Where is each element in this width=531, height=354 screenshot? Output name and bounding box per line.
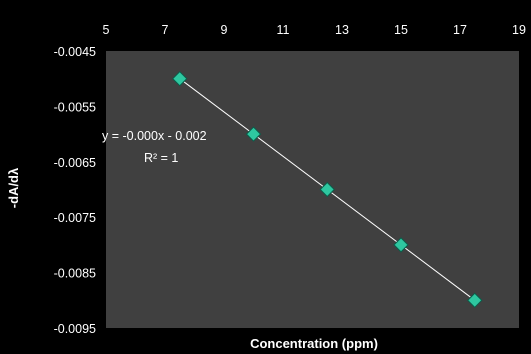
data-point-1	[245, 126, 262, 142]
trendline-equation: y = -0.000x - 0.002	[102, 129, 207, 143]
x-tick-label-0: 5	[103, 23, 110, 37]
x-axis-ticks: 5 7 9 11 13 15 17 19	[103, 23, 526, 37]
x-tick-label-1: 7	[162, 23, 169, 37]
x-axis-title: Concentration (ppm)	[250, 336, 378, 351]
x-tick-label-2: 9	[221, 23, 228, 37]
x-tick-label-4: 13	[335, 23, 349, 37]
y-axis-ticks: -0.0045 -0.0055 -0.0065 -0.0075 -0.0085 -0.00…	[54, 45, 96, 336]
data-point-2	[319, 181, 335, 198]
y-tick-label-2: -0.0065	[54, 156, 96, 170]
y-tick-label-3: -0.0075	[54, 211, 96, 225]
x-tick-label-6: 17	[453, 23, 467, 37]
data-point-3	[393, 237, 409, 253]
data-point-0	[172, 70, 188, 87]
y-tick-label-1: -0.0055	[54, 100, 96, 114]
y-tick-label-0: -0.0045	[54, 45, 96, 59]
data-point-4	[467, 292, 483, 309]
x-tick-label-5: 15	[394, 23, 408, 37]
y-tick-label-5: -0.0095	[54, 322, 96, 336]
x-tick-label-3: 11	[277, 23, 290, 37]
y-tick-label-4: -0.0085	[54, 267, 96, 281]
trendline-r-squared: R² = 1	[144, 151, 178, 165]
y-axis-title: -dA/dλ	[6, 167, 21, 208]
x-tick-label-7: 19	[512, 23, 526, 37]
data-points	[172, 70, 483, 309]
